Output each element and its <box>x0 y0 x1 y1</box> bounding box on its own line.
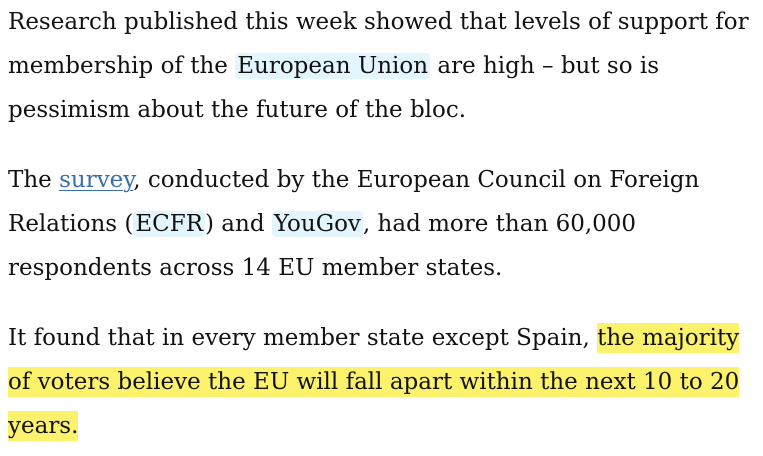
article-body: Research published this week showed that… <box>8 0 760 448</box>
paragraph-1-text-end: are high – but so is pessimism about the… <box>8 53 660 123</box>
paragraph-3: It found that in every member state exce… <box>8 316 760 448</box>
paragraph-2: The survey, conducted by the European Co… <box>8 158 760 290</box>
paragraph-2-text-end: , had more than 60,000 respondents acros… <box>8 211 637 281</box>
highlighted-period: . <box>71 413 79 439</box>
paragraph-2-text-mid-1: , conducted by the European Council on F… <box>8 167 700 237</box>
paragraph-3-text-start: It found that in every member state exce… <box>8 325 598 351</box>
paragraph-1-text-start: Research published this week showed that… <box>8 9 749 79</box>
entity-tag-ecfr[interactable]: ECFR <box>133 211 206 237</box>
entity-tag-european-union[interactable]: European Union <box>235 53 431 79</box>
paragraph-2-text-mid-2: ) and <box>205 211 272 237</box>
highlighted-text-content: the majority of voters believe the EU wi… <box>8 325 740 439</box>
paragraph-2-text-start: The <box>8 167 60 193</box>
entity-tag-yougov[interactable]: YouGov <box>271 211 363 237</box>
paragraph-1: Research published this week showed that… <box>8 0 760 132</box>
survey-link[interactable]: survey <box>59 167 134 193</box>
